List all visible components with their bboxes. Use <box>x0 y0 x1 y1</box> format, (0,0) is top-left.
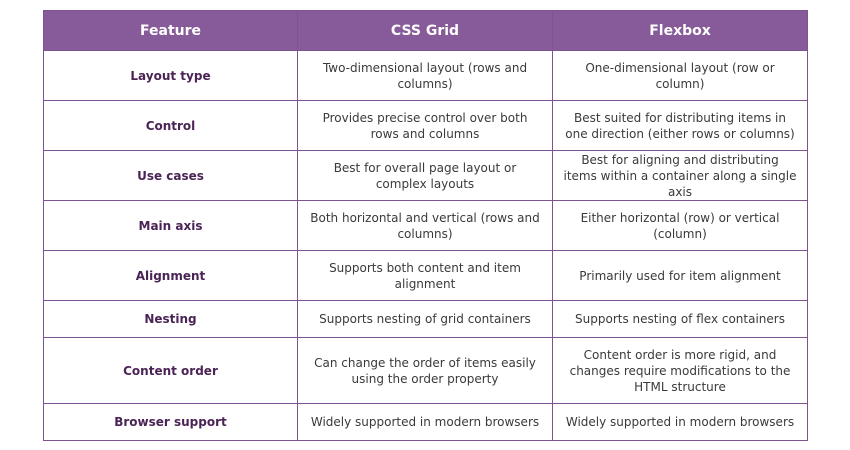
table-row: Browser support Widely supported in moder… <box>43 403 808 441</box>
value-cell: Primarily used for item alignment <box>552 250 808 301</box>
value-cell: Supports nesting of flex containers <box>552 300 808 338</box>
feature-cell: Use cases <box>43 150 298 201</box>
table-row: Use cases Best for overall page layout or… <box>43 150 808 201</box>
value-cell: Best suited for distributing items in on… <box>552 100 808 151</box>
feature-cell: Content order <box>43 337 298 404</box>
value-cell: Both horizontal and vertical (rows and c… <box>297 200 553 251</box>
feature-cell: Layout type <box>43 50 298 101</box>
table-row: Main axis Both horizontal and vertical (r… <box>43 200 808 251</box>
feature-cell: Control <box>43 100 298 151</box>
feature-cell: Main axis <box>43 200 298 251</box>
comparison-table: Feature CSS Grid Flexbox Layout type Two-di… <box>43 10 808 441</box>
feature-cell: Browser support <box>43 403 298 441</box>
table-row: Content order Can change the order of ite… <box>43 337 808 404</box>
header-cell: CSS Grid <box>297 10 553 51</box>
header-cell: Flexbox <box>552 10 808 51</box>
header-cell: Feature <box>43 10 298 51</box>
value-cell: Supports both content and item alignment <box>297 250 553 301</box>
header-row: Feature CSS Grid Flexbox <box>43 10 808 51</box>
value-cell: Widely supported in modern browsers <box>297 403 553 441</box>
table-row: Control Provides precise control over bot… <box>43 100 808 151</box>
table-body: Layout type Two-dimensional layout (rows … <box>43 50 808 441</box>
value-cell: Best for aligning and distributing items… <box>552 150 808 201</box>
value-cell: Either horizontal (row) or vertical (col… <box>552 200 808 251</box>
value-cell: Supports nesting of grid containers <box>297 300 553 338</box>
value-cell: Best for overall page layout or complex … <box>297 150 553 201</box>
value-cell: Content order is more rigid, and changes… <box>552 337 808 404</box>
table-row: Layout type Two-dimensional layout (rows … <box>43 50 808 101</box>
value-cell: Two-dimensional layout (rows and columns… <box>297 50 553 101</box>
table-row: Nesting Supports nesting of grid containe… <box>43 300 808 338</box>
feature-cell: Nesting <box>43 300 298 338</box>
value-cell: Widely supported in modern browsers <box>552 403 808 441</box>
feature-cell: Alignment <box>43 250 298 301</box>
value-cell: One-dimensional layout (row or column) <box>552 50 808 101</box>
table-row: Alignment Supports both content and item … <box>43 250 808 301</box>
value-cell: Can change the order of items easily usi… <box>297 337 553 404</box>
value-cell: Provides precise control over both rows … <box>297 100 553 151</box>
